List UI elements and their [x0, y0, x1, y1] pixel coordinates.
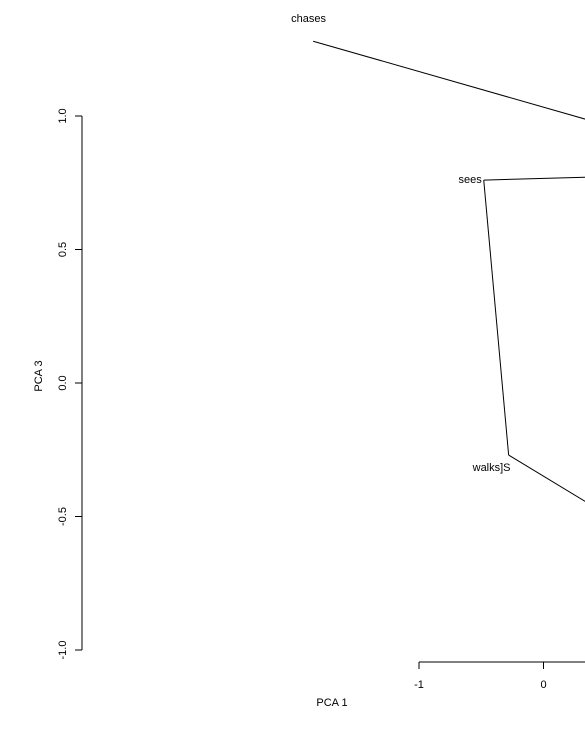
trajectory-segment: [483, 176, 585, 181]
trajectory-segment: [313, 40, 585, 120]
y-tick-label: -1.0: [57, 641, 69, 660]
point-label: chases: [291, 13, 326, 25]
word-labels: chasesboyboyboyseeswalks]Sboy]Sboy]S: [291, 13, 511, 474]
trajectory-segment: [483, 180, 510, 456]
trajectory-series: [313, 40, 585, 502]
trajectory-segment: [508, 454, 585, 502]
chart-axes: -1012-1.0-0.50.00.51.0: [57, 108, 585, 691]
y-axis-title: PCA 3: [33, 360, 45, 391]
x-tick-label: -1: [414, 679, 424, 691]
point-label: walks]S: [472, 462, 511, 474]
y-tick-label: 1.0: [57, 108, 69, 123]
x-tick-label: 0: [540, 679, 546, 691]
point-label: sees: [458, 174, 482, 186]
y-tick-label: 0.5: [57, 242, 69, 257]
x-axis-title: PCA 1: [316, 697, 347, 709]
y-tick-label: -0.5: [57, 507, 69, 526]
y-tick-label: 0.0: [57, 375, 69, 390]
